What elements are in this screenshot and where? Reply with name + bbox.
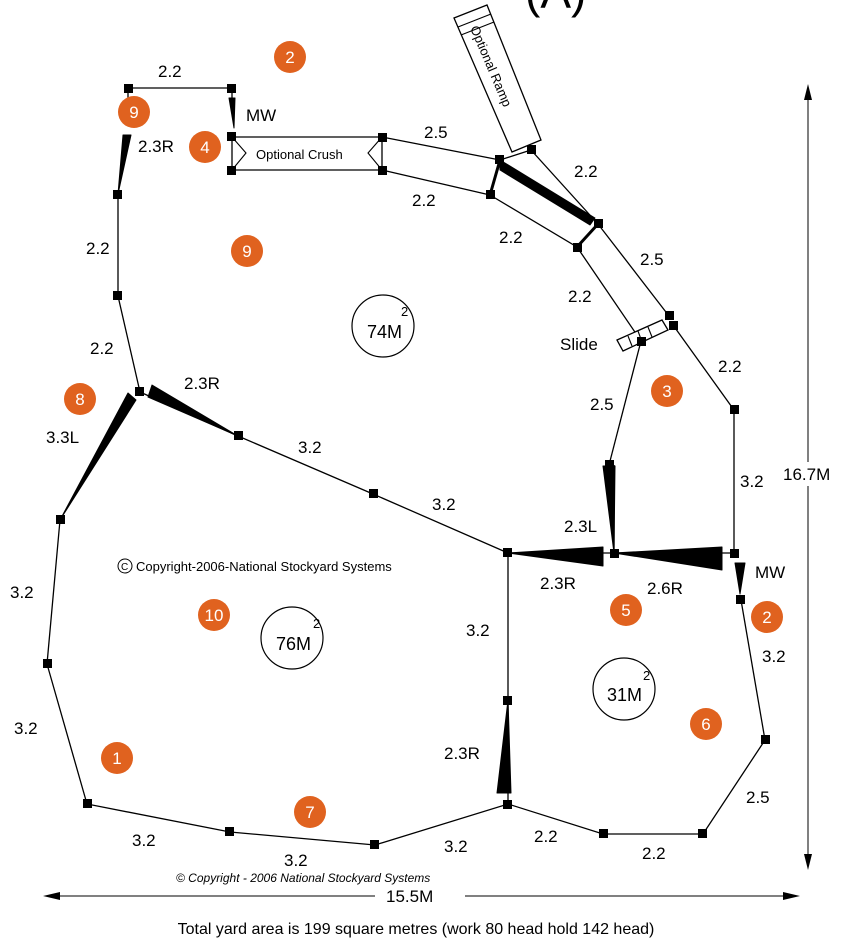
svg-text:9: 9 — [129, 103, 138, 122]
svg-text:10: 10 — [205, 606, 224, 625]
gate-2-6r — [613, 546, 723, 571]
label-right-3-2-b: 3.2 — [762, 647, 786, 666]
svg-text:5: 5 — [621, 601, 630, 620]
label-bottom-2-2-a: 2.2 — [534, 827, 558, 846]
svg-text:7: 7 — [305, 803, 314, 822]
marker-9-top: 9 — [118, 96, 150, 128]
label-right-3-2: 3.2 — [740, 472, 764, 491]
gate-2-3r-left — [117, 134, 132, 195]
copyright-text: Copyright-2006-National Stockyard System… — [136, 559, 392, 574]
svg-text:6: 6 — [701, 715, 710, 734]
label-left-3-2-a: 3.2 — [10, 583, 34, 602]
posts — [43, 84, 770, 849]
svg-text:4: 4 — [200, 138, 209, 157]
label-top-2-2-right: 2.2 — [574, 162, 598, 181]
gate-2-3r-mid — [507, 546, 604, 567]
marker-10: 10 — [198, 599, 230, 631]
label-mw-top: MW — [246, 106, 276, 125]
label-slide-2-5: 2.5 — [590, 395, 614, 414]
label-top-left: 2.2 — [158, 62, 182, 81]
area-top-value: 74M — [367, 322, 402, 342]
gates — [59, 97, 746, 794]
marker-5: 5 — [610, 594, 642, 626]
label-right-2-5: 2.5 — [746, 788, 770, 807]
label-ramp-2-5: 2.5 — [640, 250, 664, 269]
svg-text:9: 9 — [242, 242, 251, 261]
label-bottom-3-2-c: 3.2 — [444, 837, 468, 856]
copyright-main: C Copyright-2006-National Stockyard Syst… — [117, 558, 392, 574]
dimension-vertical: 16.7M — [780, 84, 836, 870]
label-left-2-2-a: 2.2 — [86, 239, 110, 258]
svg-text:8: 8 — [75, 390, 84, 409]
label-right-2-2: 2.2 — [718, 357, 742, 376]
svg-text:2: 2 — [285, 48, 294, 67]
area-left: 76M 2 — [260, 606, 324, 670]
marker-1: 1 — [101, 742, 133, 774]
label-ramp-2-2-lower: 2.2 — [568, 287, 592, 306]
label-bottom-3-2-b: 3.2 — [284, 851, 308, 870]
marker-4: 4 — [189, 131, 221, 163]
svg-text:2: 2 — [762, 608, 771, 627]
copyright-footer: © Copyright - 2006 National Stockyard Sy… — [176, 871, 430, 885]
dimension-height: 16.7M — [783, 465, 830, 484]
copyright-symbol: C — [121, 562, 128, 573]
svg-text:1: 1 — [112, 749, 121, 768]
label-optional-crush: Optional Crush — [256, 147, 343, 162]
dimension-width: 15.5M — [386, 887, 433, 906]
label-mw-right: MW — [755, 563, 785, 582]
label-bottom-3-2-a: 3.2 — [132, 831, 156, 850]
label-mid-3-2: 3.2 — [466, 621, 490, 640]
label-gate-2-3l: 2.3L — [564, 517, 597, 536]
marker-8: 8 — [64, 383, 96, 415]
label-diag-3-2-a: 3.2 — [298, 438, 322, 457]
area-right-sup: 2 — [643, 668, 650, 683]
marker-9-mid: 9 — [231, 235, 263, 267]
label-left-3-2-b: 3.2 — [14, 719, 38, 738]
marker-7: 7 — [294, 796, 326, 828]
gate-mw-right — [734, 562, 746, 595]
label-gate-2-6r: 2.6R — [647, 579, 683, 598]
label-gate-2-3r-top: 2.3R — [184, 374, 220, 393]
gate-ramp — [499, 159, 596, 226]
label-diag-3-2-b: 3.2 — [432, 495, 456, 514]
marker-3: 3 — [651, 375, 683, 407]
label-bottom-2-2-b: 2.2 — [642, 844, 666, 863]
area-top: 74M 2 — [351, 294, 415, 358]
gate-mw-top — [228, 97, 236, 129]
label-3-3l: 3.3L — [46, 428, 79, 447]
label-gate-2-3r-bottom: 2.3R — [444, 744, 480, 763]
dimension-horizontal: 15.5M — [43, 887, 800, 906]
label-mid-2-2: 2.2 — [412, 191, 436, 210]
marker-2-top: 2 — [274, 41, 306, 73]
marker-6: 6 — [690, 708, 722, 740]
area-top-sup: 2 — [401, 304, 408, 319]
marker-2-right: 2 — [751, 601, 783, 633]
label-gate-2-3r-mid: 2.3R — [540, 574, 576, 593]
gate-2-3r-bottom — [496, 699, 512, 794]
fence-lines — [46, 4, 766, 846]
area-right-value: 31M — [607, 685, 642, 705]
label-ramp-2-2: 2.2 — [499, 228, 523, 247]
footer-total-area: Total yard area is 199 square metres (wo… — [178, 921, 655, 938]
area-left-sup: 2 — [313, 616, 320, 631]
area-right: 31M 2 — [592, 657, 656, 721]
svg-text:3: 3 — [662, 382, 671, 401]
label-left-2-2-b: 2.2 — [90, 339, 114, 358]
area-left-value: 76M — [276, 634, 311, 654]
gate-2-3r-top — [147, 384, 239, 437]
gate-2-3l — [602, 465, 616, 554]
label-left-2-3r: 2.3R — [138, 137, 174, 156]
gate-3-3l — [59, 392, 137, 521]
title-fragment: (A) — [525, 0, 586, 18]
label-slide: Slide — [560, 335, 598, 354]
label-top-2-5: 2.5 — [424, 123, 448, 142]
